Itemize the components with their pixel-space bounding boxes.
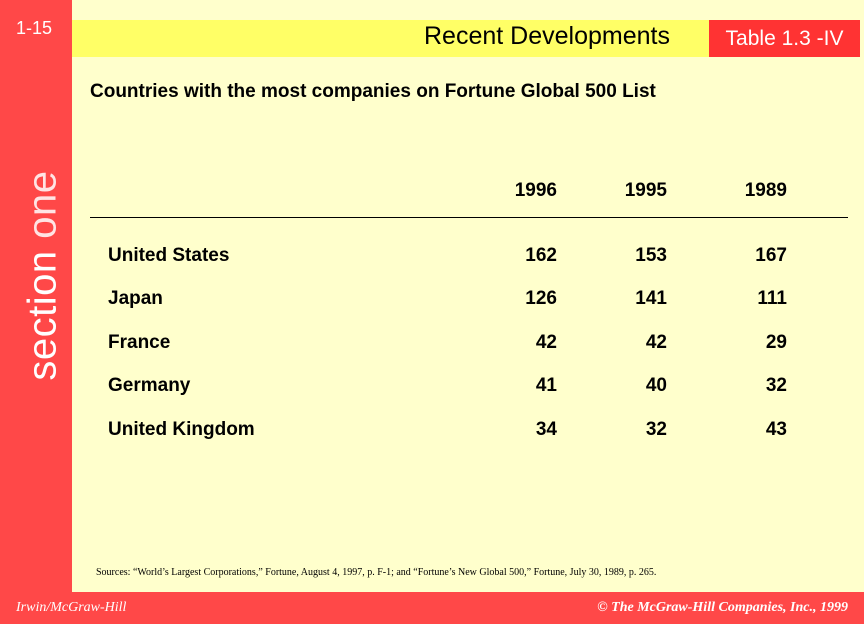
value-1989: 29 [765, 332, 787, 353]
value-1996: 34 [535, 419, 557, 440]
value-1989: 111 [757, 288, 787, 309]
column-header-1995: 1995 [624, 180, 667, 201]
table-subtitle: Countries with the most companies on For… [90, 81, 656, 102]
table-row: United Kingdom 34 32 43 [0, 419, 864, 445]
slide-number: 1-15 [16, 18, 53, 38]
sources-note: Sources: “World’s Largest Corporations,”… [96, 567, 657, 578]
country-name: Japan [108, 288, 163, 309]
table-row: Japan 126 141 111 [0, 288, 864, 314]
content-panel [72, 0, 864, 592]
footer-copyright: © The McGraw-Hill Companies, Inc., 1999 [597, 600, 848, 615]
value-1989: 43 [765, 419, 787, 440]
country-name: Germany [108, 375, 191, 396]
value-1995: 40 [645, 375, 667, 396]
value-1996: 42 [535, 332, 557, 353]
section-label: section one [10, 155, 76, 395]
value-1995: 141 [635, 288, 667, 309]
value-1995: 32 [645, 419, 667, 440]
value-1996: 162 [525, 245, 557, 266]
value-1996: 126 [525, 288, 557, 309]
value-1989: 167 [755, 245, 787, 266]
country-name: United Kingdom [108, 419, 255, 440]
page-title: Recent Developments [424, 22, 670, 50]
title-band [72, 20, 712, 57]
value-1989: 32 [765, 375, 787, 396]
table-row: United States 162 153 167 [0, 245, 864, 271]
column-header-1996: 1996 [514, 180, 557, 201]
footer-publisher: Irwin/McGraw-Hill [16, 600, 127, 615]
table-tag: Table 1.3 -IV [709, 20, 860, 57]
column-header-1989: 1989 [744, 180, 787, 201]
value-1996: 41 [535, 375, 557, 396]
value-1995: 153 [635, 245, 667, 266]
header-rule [90, 217, 848, 218]
table-row: Germany 41 40 32 [0, 375, 864, 401]
value-1995: 42 [645, 332, 667, 353]
table-row: France 42 42 29 [0, 332, 864, 358]
country-name: United States [108, 245, 230, 266]
country-name: France [108, 332, 171, 353]
section-label-word2: one [20, 169, 65, 239]
